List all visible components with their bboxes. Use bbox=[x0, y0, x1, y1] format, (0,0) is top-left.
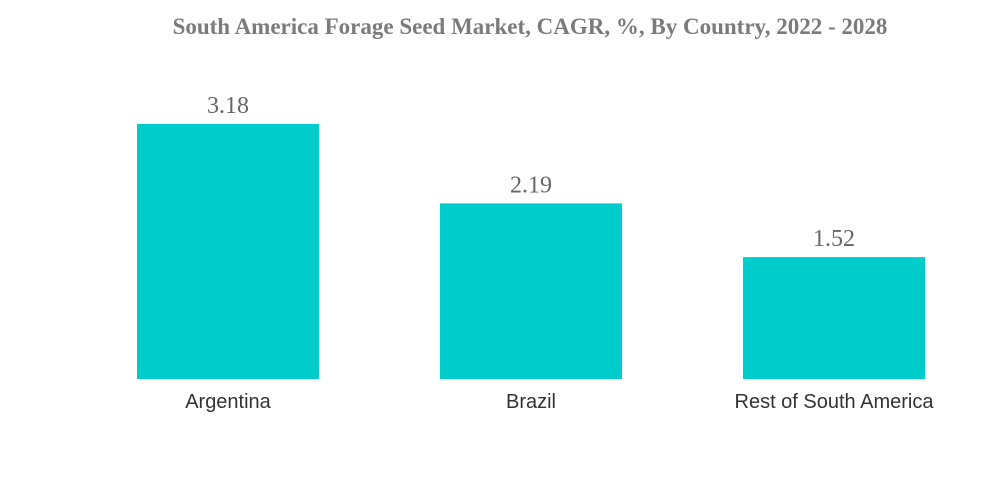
data-label: 3.18 bbox=[207, 93, 249, 119]
bar-rest-of-south-america bbox=[743, 257, 925, 379]
x-tick-label: Argentina bbox=[185, 391, 271, 413]
x-tick-label: Rest of South America bbox=[735, 391, 935, 413]
bar-brazil bbox=[440, 203, 622, 379]
bar-argentina bbox=[137, 124, 319, 379]
data-label: 1.52 bbox=[813, 226, 855, 252]
chart-title: South America Forage Seed Market, CAGR, … bbox=[172, 14, 888, 39]
x-tick-label: Brazil bbox=[506, 391, 556, 413]
data-label: 2.19 bbox=[510, 172, 552, 198]
